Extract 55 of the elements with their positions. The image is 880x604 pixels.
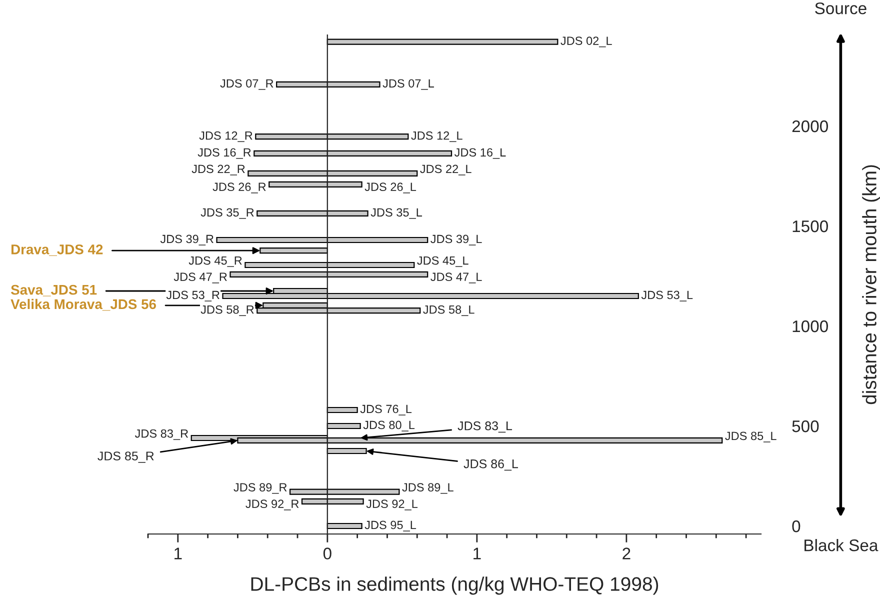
x-axis-title: DL-PCBs in sediments (ng/kg WHO-TEQ 1998) [251, 576, 658, 595]
y-tick-label: 2000 [792, 120, 828, 132]
data-label: JDS 95_L [364, 520, 416, 532]
data-label: JDS 47_R [174, 272, 227, 284]
data-label: JDS 22_L [420, 164, 472, 176]
data-label: JDS 58_R [200, 305, 254, 316]
data-label: JDS 39_L [430, 234, 482, 246]
data-label: JDS 35_R [200, 208, 254, 219]
data-label: JDS 07_R [220, 79, 274, 90]
data-label: JDS 83_R [134, 429, 188, 440]
data-label: JDS 92_L [366, 500, 418, 510]
x-tick-label: 1 [174, 548, 182, 560]
bar [326, 406, 358, 414]
y-axis-title: distance to river mouth (km) [862, 165, 880, 404]
data-label: JDS 47_L [430, 272, 482, 284]
y-tick-label: 500 [792, 420, 819, 432]
data-label: JDS 39_R [160, 234, 214, 246]
text: Black Sea [804, 538, 878, 552]
data-label: JDS 76_L [360, 404, 412, 416]
data-label: JDS 07_L [382, 79, 434, 90]
data-label: JDS 58_L [423, 305, 474, 316]
data-label: JDS 12_R [199, 131, 252, 142]
annotation: JDS 83_L [458, 421, 512, 433]
x-tick-label: 2 [622, 548, 630, 560]
annotation: JDS 85_R [98, 452, 154, 463]
bar [326, 38, 558, 45]
data-label: JDS 85_L [725, 432, 776, 442]
bar [326, 422, 361, 430]
data-label: JDS 45_L [417, 256, 468, 267]
data-label: JDS 89_R [234, 483, 287, 494]
data-label: JDS 45_R [188, 256, 242, 267]
data-label: JDS 89_L [402, 483, 454, 494]
data-label: JDS 22_R [192, 164, 245, 176]
data-label: JDS 16_L [454, 148, 506, 159]
data-label: JDS 26_L [364, 182, 416, 194]
annotation: JDS 86_L [464, 459, 518, 471]
data-label: JDS 16_R [198, 148, 251, 159]
y-tick-label: 1500 [792, 220, 828, 232]
bar [326, 522, 362, 530]
annotation: Drava_JDS 42 [11, 244, 103, 256]
annotation: Velika Morava_JDS 56 [10, 298, 156, 311]
text: Source [815, 2, 866, 14]
x-tick-label: 1 [474, 548, 481, 560]
x-tick-label: 0 [323, 548, 332, 560]
data-label: JDS 53_R [166, 290, 220, 302]
annotation: Sava_JDS 51 [10, 284, 97, 296]
data-label: JDS 12_L [411, 131, 462, 142]
data-label: JDS 02_L [560, 36, 612, 48]
data-label: JDS 92_R [246, 500, 299, 510]
data-label: JDS 26_R [212, 182, 266, 194]
data-label: JDS 53_L [641, 290, 693, 302]
y-tick-label: 1000 [792, 320, 828, 332]
y-tick-label: 0 [792, 520, 800, 532]
data-label: JDS 35_L [370, 208, 422, 219]
data-label: JDS 80_L [363, 420, 415, 432]
